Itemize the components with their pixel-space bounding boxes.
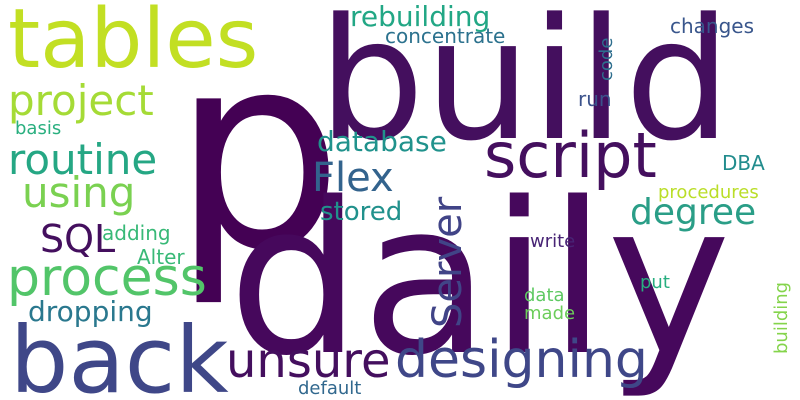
word-flex: Flex xyxy=(312,155,394,201)
word-degree: degree xyxy=(630,192,757,233)
word-back: back xyxy=(10,307,229,400)
word-server: Server xyxy=(425,196,471,328)
word-sql: SQL xyxy=(40,217,116,261)
word-project: project xyxy=(8,76,154,125)
word-database: database xyxy=(317,125,447,158)
word-code: code xyxy=(596,37,617,81)
word-stored: stored xyxy=(320,197,403,227)
word-alter: Alter xyxy=(137,245,185,269)
word-routine: routine xyxy=(8,135,158,184)
word-dba: DBA xyxy=(722,151,765,175)
word-unsure: unsure xyxy=(226,333,391,389)
word-p: p xyxy=(172,0,344,310)
word-data: data xyxy=(524,285,565,306)
word-script: script xyxy=(484,119,657,192)
word-build: build xyxy=(318,0,732,178)
word-run: run xyxy=(578,87,612,111)
word-adding: adding xyxy=(102,221,171,245)
word-made: made xyxy=(524,303,576,324)
word-basis: basis xyxy=(15,118,62,139)
word-building: building xyxy=(771,281,792,354)
word-using: using xyxy=(22,168,136,217)
word-dropping: dropping xyxy=(28,295,153,328)
word-write: write xyxy=(530,231,576,252)
word-put: put xyxy=(640,272,670,293)
word-rebuilding: rebuilding xyxy=(350,0,491,33)
word-concentrate: concentrate xyxy=(385,24,506,48)
word-changes: changes xyxy=(670,14,755,38)
word-default: default xyxy=(298,378,362,399)
word-tables: tables xyxy=(8,0,259,87)
word-procedures: procedures xyxy=(658,182,759,203)
word-process: process xyxy=(7,248,207,308)
word-daily: daily xyxy=(228,157,731,400)
word-designing: designing xyxy=(395,330,648,390)
